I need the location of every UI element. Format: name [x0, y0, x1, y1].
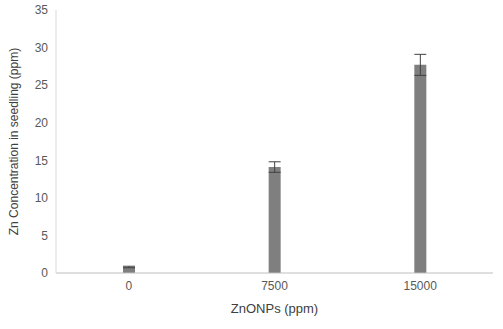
- svg-text:35: 35: [35, 3, 49, 17]
- svg-text:15000: 15000: [403, 279, 437, 293]
- svg-text:15: 15: [35, 154, 49, 168]
- svg-text:Zn Concentration in seedling (: Zn Concentration in seedling (ppm): [8, 48, 21, 235]
- svg-text:5: 5: [41, 229, 48, 243]
- svg-text:0: 0: [125, 279, 132, 293]
- svg-text:7500: 7500: [261, 279, 288, 293]
- svg-text:10: 10: [35, 191, 49, 205]
- svg-text:0: 0: [41, 266, 48, 280]
- svg-text:20: 20: [35, 116, 49, 130]
- svg-text:30: 30: [35, 41, 49, 55]
- svg-text:25: 25: [35, 78, 49, 92]
- svg-text:ZnONPs (ppm): ZnONPs (ppm): [231, 301, 318, 316]
